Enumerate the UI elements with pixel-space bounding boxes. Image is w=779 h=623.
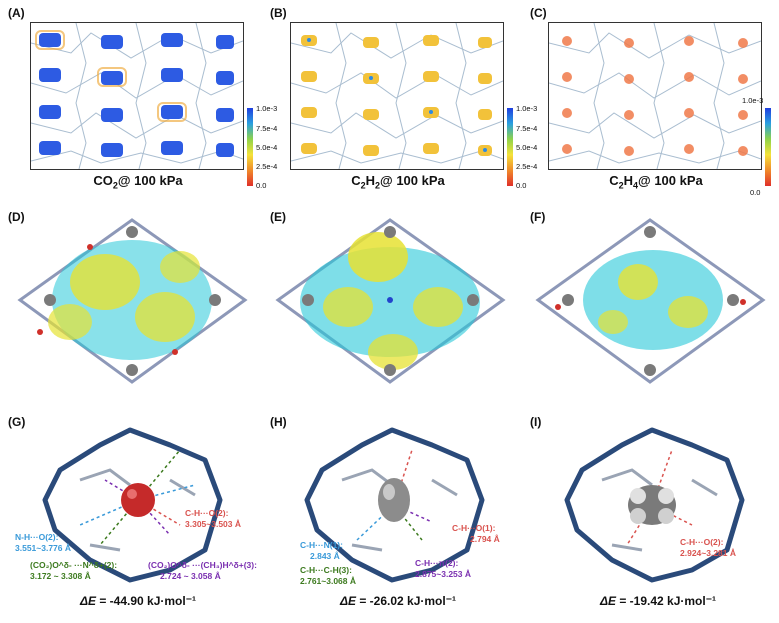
- h-chc-label: C-H···C-H(3):: [300, 565, 352, 575]
- energy-h: ΔE = -26.02 kJ·mol⁻¹: [339, 594, 457, 608]
- binding-site-co2: [42, 427, 223, 583]
- i-cho-range: 2.924~3.281 Å: [680, 548, 737, 558]
- panel-letter-h: (H): [270, 415, 287, 429]
- caption-b: C2H2@ 100 kPa: [351, 173, 445, 191]
- colorbar-b-tick-2: 5.0e-4: [516, 143, 538, 152]
- caption-a: CO2@ 100 kPa: [93, 173, 183, 191]
- panel-letter-c: (C): [530, 6, 547, 20]
- h-chpi-range: 2.875~3.253 Å: [415, 569, 472, 579]
- h-cho-label: C-H···O(1):: [452, 523, 496, 533]
- g-co-label: (CO₂)O^δ- ···N^δ+(2):: [30, 560, 118, 570]
- energy-i: ΔE = -19.42 kJ·mol⁻¹: [599, 594, 717, 608]
- caption-c: C2H4@ 100 kPa: [609, 173, 703, 191]
- colorbar-b-tick-0: 1.0e-3: [516, 104, 538, 113]
- g-ch3-label: (CO₂)O^δ- ···(CH₃)H^δ+(3):: [148, 560, 257, 570]
- i-cho-label: C-H···O(2):: [680, 537, 724, 547]
- panel-letter-i: (I): [530, 415, 542, 429]
- g-ch-range: 3.305~3.503 Å: [185, 519, 242, 529]
- panel-letter-f: (F): [530, 210, 546, 224]
- h-chpi-label: C-H···π(2):: [415, 558, 459, 568]
- panel-letter-g: (G): [8, 415, 26, 429]
- colorbar-b-tick-4: 0.0: [516, 181, 527, 190]
- h-chn-label: C-H···N(1):: [300, 540, 343, 550]
- g-ch3-range: 2.724 ~ 3.058 Å: [160, 571, 221, 581]
- density-map-co2: [30, 22, 244, 170]
- g-nh-label: N-H···O(2):: [15, 532, 59, 542]
- colorbar-c-tick-4: 0.0: [750, 188, 761, 197]
- framework-lines: [290, 22, 504, 170]
- energy-g: ΔE = -44.90 kJ·mol⁻¹: [79, 594, 197, 608]
- isosurface-c2h4: [535, 218, 766, 384]
- panel-letter-b: (B): [270, 6, 287, 20]
- colorbar-a-tick-1: 7.5e-4: [256, 124, 278, 133]
- density-map-c2h2: [290, 22, 504, 170]
- panel-letter-d: (D): [8, 210, 25, 224]
- colorbar-a-tick-2: 5.0e-4: [256, 143, 278, 152]
- isosurface-c2h2: [275, 218, 506, 384]
- colorbar-c: [765, 108, 771, 186]
- g-ch-label: C-H···O(2):: [185, 508, 229, 518]
- h-chc-range: 2.761~3.068 Å: [300, 576, 357, 586]
- colorbar-b-tick-3: 2.5e-4: [516, 162, 538, 171]
- framework-lines: [30, 22, 244, 170]
- density-map-c2h4: [548, 22, 762, 170]
- colorbar-a: [247, 108, 253, 186]
- binding-site-c2h4: [564, 427, 745, 583]
- h-cho-range: 2.794 Å: [470, 534, 500, 544]
- colorbar-a-tick-0: 1.0e-3: [256, 104, 278, 113]
- colorbar-b-tick-1: 7.5e-4: [516, 124, 538, 133]
- isosurface-co2: [17, 218, 248, 384]
- g-co-range: 3.172 ~ 3.308 Å: [30, 571, 91, 581]
- colorbar-a-tick-4: 0.0: [256, 181, 267, 190]
- g-nh-range: 3.551~3.776 Å: [15, 543, 72, 553]
- binding-site-c2h2: [304, 427, 485, 583]
- colorbar-b: [507, 108, 513, 186]
- colorbar-c-tick-0: 1.0e-3: [742, 96, 764, 105]
- panel-letter-a: (A): [8, 6, 25, 20]
- framework-lines: [548, 22, 762, 170]
- h-chn-range: 2.843 Å: [310, 551, 340, 561]
- colorbar-a-tick-3: 2.5e-4: [256, 162, 278, 171]
- panel-letter-e: (E): [270, 210, 286, 224]
